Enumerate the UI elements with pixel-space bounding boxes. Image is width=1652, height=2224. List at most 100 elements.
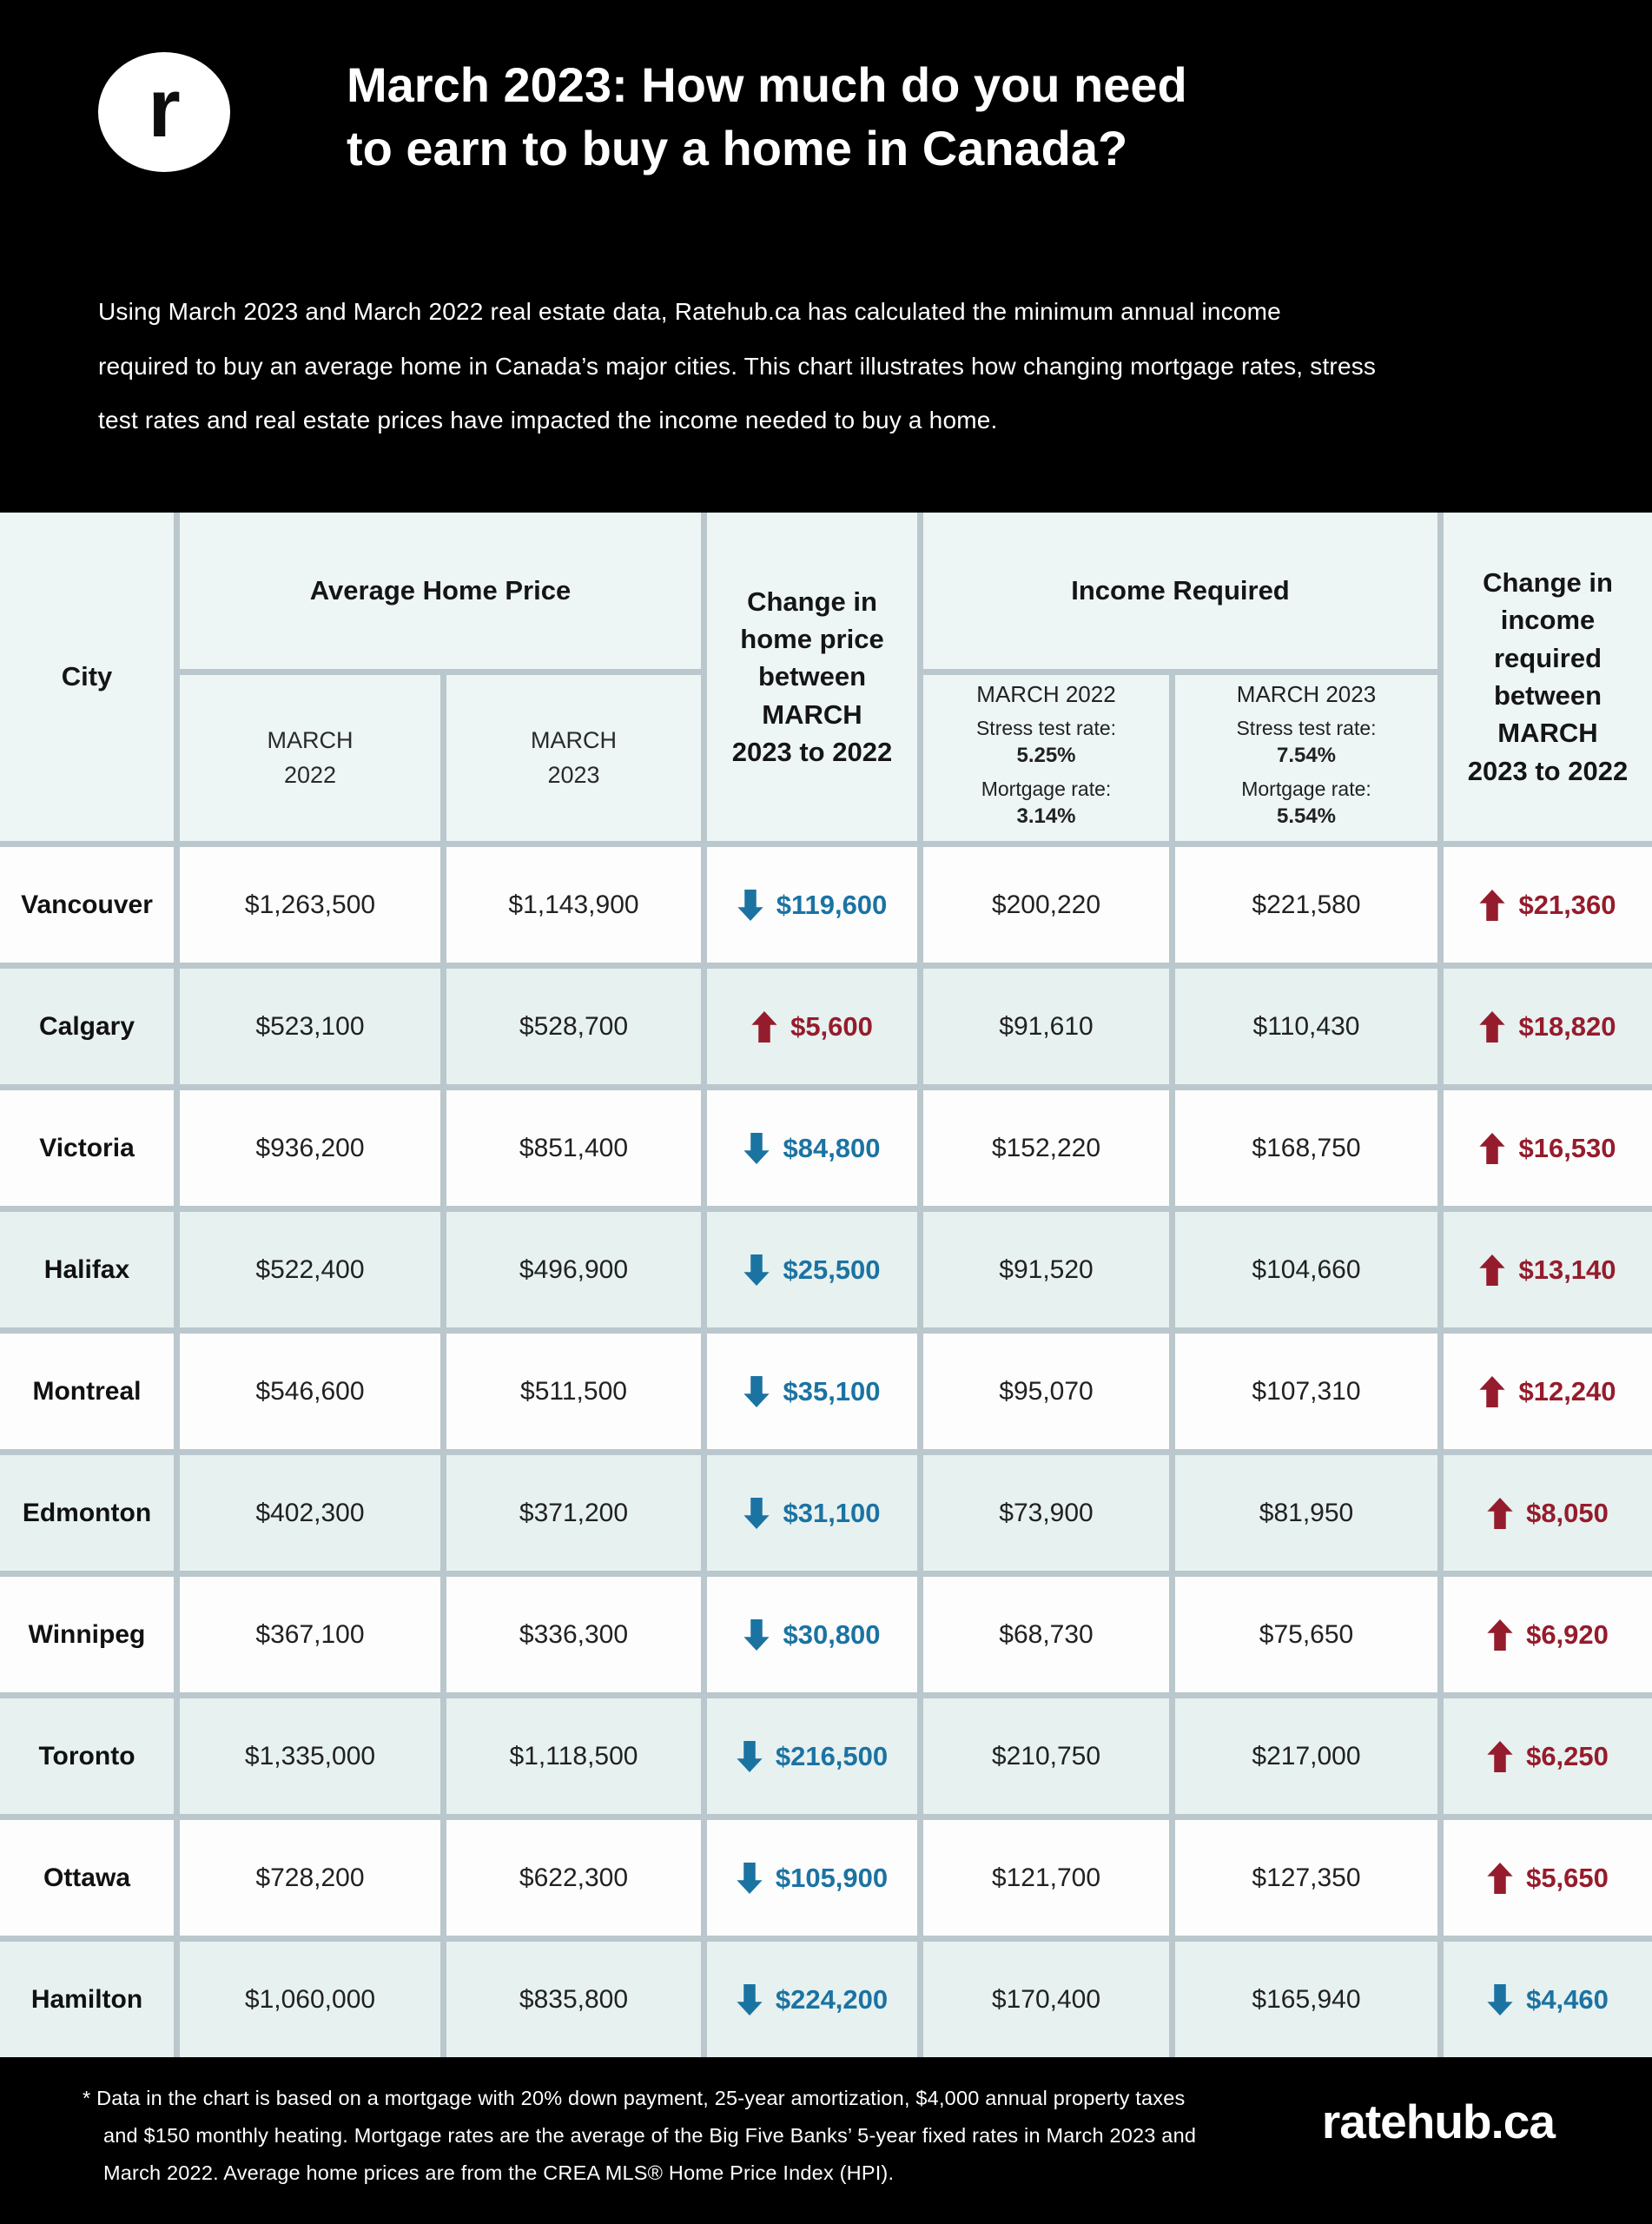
column-header-city: City <box>0 513 174 841</box>
price-change-value: $224,200 <box>775 1983 889 2015</box>
down-arrow-icon <box>743 1375 770 1407</box>
income-change-value: $13,140 <box>1518 1254 1616 1285</box>
down-arrow-icon <box>743 1254 770 1286</box>
income-2023-cell: $81,950 <box>1175 1455 1437 1571</box>
column-header-income-march-2023: MARCH 2023 Stress test rate: 7.54% Mortg… <box>1175 675 1437 841</box>
income-change-value: $18,820 <box>1518 1010 1616 1042</box>
column-header-change-home-price: Change in home price between MARCH 2023 … <box>707 513 917 841</box>
price-2023-cell: $511,500 <box>446 1334 701 1449</box>
ratehub-wordmark: ratehub.ca <box>1321 2095 1556 2148</box>
income-2023-mortgage-value: 5.54% <box>1276 804 1337 828</box>
column-header-change-income: Change in income required between MARCH … <box>1444 513 1652 841</box>
up-arrow-icon <box>1487 1497 1513 1529</box>
income-change-value: $8,050 <box>1526 1497 1609 1528</box>
price-change-cell: $30,800 <box>707 1577 917 1692</box>
price-2023-cell: $851,400 <box>446 1090 701 1206</box>
income-2023-cell: $104,660 <box>1175 1212 1437 1327</box>
down-arrow-icon <box>743 1618 770 1651</box>
down-arrow-icon <box>1487 1983 1513 2016</box>
price-change-cell: $216,500 <box>707 1698 917 1814</box>
price-change-value: $25,500 <box>783 1254 881 1285</box>
income-2023-cell: $107,310 <box>1175 1334 1437 1449</box>
header: r March 2023: How much do you need to ea… <box>0 0 1652 513</box>
price-2022-cell: $523,100 <box>180 969 440 1084</box>
income-change-value: $6,250 <box>1526 1740 1609 1771</box>
up-arrow-icon <box>1487 1618 1513 1651</box>
income-2022-cell: $95,070 <box>923 1334 1169 1449</box>
city-cell: Vancouver <box>0 847 174 963</box>
price-change-value: $5,600 <box>790 1010 873 1042</box>
price-change-cell: $224,200 <box>707 1942 917 2057</box>
income-change-cell: $12,240 <box>1444 1334 1652 1449</box>
price-2022-cell: $522,400 <box>180 1212 440 1327</box>
down-arrow-icon <box>737 1862 763 1894</box>
price-change-value: $216,500 <box>775 1740 889 1771</box>
income-2023-cell: $75,650 <box>1175 1577 1437 1692</box>
price-change-cell: $84,800 <box>707 1090 917 1206</box>
income-change-value: $5,650 <box>1526 1862 1609 1893</box>
income-2022-cell: $170,400 <box>923 1942 1169 2057</box>
income-change-value: $6,920 <box>1526 1618 1609 1650</box>
price-2023-cell: $835,800 <box>446 1942 701 2057</box>
column-header-price-march-2023: MARCH 2023 <box>446 675 701 841</box>
city-cell: Halifax <box>0 1212 174 1327</box>
up-arrow-icon <box>1479 1132 1506 1164</box>
income-2022-cell: $200,220 <box>923 847 1169 963</box>
price-2023-cell: $1,143,900 <box>446 847 701 963</box>
city-cell: Ottawa <box>0 1820 174 1936</box>
up-arrow-icon <box>751 1010 777 1042</box>
price-2022-cell: $728,200 <box>180 1820 440 1936</box>
income-2022-stress-value: 5.25% <box>1016 744 1076 768</box>
income-2023-mortgage-label: Mortgage rate: <box>1241 777 1371 800</box>
up-arrow-icon <box>1487 1862 1513 1894</box>
income-2022-cell: $91,610 <box>923 969 1169 1084</box>
price-change-cell: $5,600 <box>707 969 917 1084</box>
column-group-average-home-price: Average Home Price <box>180 513 701 669</box>
income-2022-cell: $121,700 <box>923 1820 1169 1936</box>
income-change-cell: $4,460 <box>1444 1942 1652 2057</box>
down-arrow-icon <box>737 1740 763 1772</box>
up-arrow-icon <box>1479 1010 1506 1042</box>
income-2023-cell: $221,580 <box>1175 847 1437 963</box>
down-arrow-icon <box>743 1497 770 1529</box>
city-cell: Victoria <box>0 1090 174 1206</box>
city-cell: Edmonton <box>0 1455 174 1571</box>
income-2023-cell: $217,000 <box>1175 1698 1437 1814</box>
price-2023-cell: $622,300 <box>446 1820 701 1936</box>
price-2022-cell: $1,335,000 <box>180 1698 440 1814</box>
income-change-cell: $6,250 <box>1444 1698 1652 1814</box>
price-change-value: $31,100 <box>783 1497 881 1528</box>
data-table: City Average Home Price MARCH 2022 MARCH… <box>0 513 1652 2057</box>
up-arrow-icon <box>1479 1254 1506 1286</box>
income-2023-month: MARCH 2023 <box>1236 680 1377 707</box>
price-change-value: $84,800 <box>783 1132 881 1163</box>
price-2023-cell: $528,700 <box>446 969 701 1084</box>
income-change-value: $16,530 <box>1518 1132 1616 1163</box>
down-arrow-icon <box>737 1983 763 2016</box>
income-change-value: $12,240 <box>1518 1375 1616 1407</box>
price-2022-cell: $1,060,000 <box>180 1942 440 2057</box>
price-2023-cell: $1,118,500 <box>446 1698 701 1814</box>
price-2022-cell: $936,200 <box>180 1090 440 1206</box>
income-change-cell: $16,530 <box>1444 1090 1652 1206</box>
income-2023-header-content: MARCH 2023 Stress test rate: 7.54% Mortg… <box>1236 681 1376 835</box>
price-change-cell: $35,100 <box>707 1334 917 1449</box>
up-arrow-icon <box>1487 1740 1513 1772</box>
price-2022-cell: $546,600 <box>180 1334 440 1449</box>
column-header-price-march-2022: MARCH 2022 <box>180 675 440 841</box>
price-2022-cell: $1,263,500 <box>180 847 440 963</box>
column-group-income-required: Income Required <box>923 513 1437 669</box>
income-2023-cell: $168,750 <box>1175 1090 1437 1206</box>
income-2023-cell: $165,940 <box>1175 1942 1437 2057</box>
city-cell: Calgary <box>0 969 174 1084</box>
income-change-cell: $8,050 <box>1444 1455 1652 1571</box>
city-cell: Winnipeg <box>0 1577 174 1692</box>
income-2022-mortgage-value: 3.14% <box>1016 804 1076 828</box>
footer: * Data in the chart is based on a mortga… <box>0 2057 1652 2224</box>
city-cell: Hamilton <box>0 1942 174 2057</box>
price-change-cell: $31,100 <box>707 1455 917 1571</box>
city-cell: Toronto <box>0 1698 174 1814</box>
income-2022-cell: $73,900 <box>923 1455 1169 1571</box>
price-2023-cell: $496,900 <box>446 1212 701 1327</box>
page-title: March 2023: How much do you need to earn… <box>347 57 1187 175</box>
